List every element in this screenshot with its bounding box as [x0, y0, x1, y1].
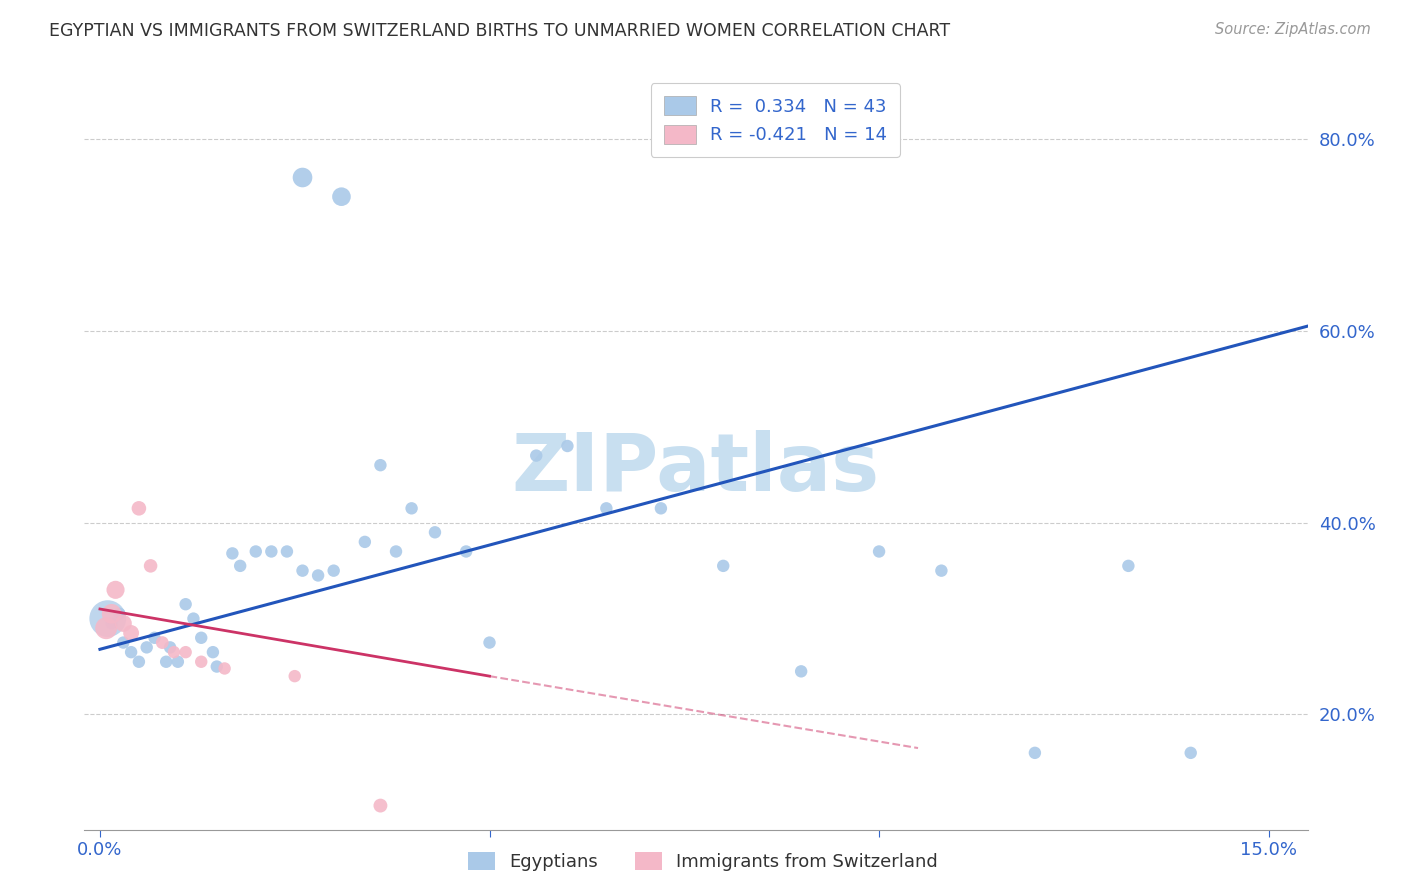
Point [595, 501, 617, 516]
Point [423, 525, 446, 540]
Point [229, 558, 252, 573]
Point [128, 501, 150, 516]
Point [931, 564, 953, 578]
Legend: R =  0.334   N = 43, R = -0.421   N = 14: R = 0.334 N = 43, R = -0.421 N = 14 [651, 83, 900, 157]
Point [790, 665, 813, 679]
Point [478, 635, 501, 649]
Text: EGYPTIAN VS IMMIGRANTS FROM SWITZERLAND BIRTHS TO UNMARRIED WOMEN CORRELATION CH: EGYPTIAN VS IMMIGRANTS FROM SWITZERLAND … [49, 22, 950, 40]
Point [291, 170, 314, 185]
Point [201, 645, 224, 659]
Legend: Egyptians, Immigrants from Switzerland: Egyptians, Immigrants from Switzerland [461, 845, 945, 879]
Point [221, 546, 243, 560]
Point [370, 798, 392, 813]
Point [456, 544, 478, 558]
Point [330, 190, 353, 204]
Point [307, 568, 329, 582]
Point [868, 544, 890, 558]
Point [284, 669, 307, 683]
Text: Source: ZipAtlas.com: Source: ZipAtlas.com [1215, 22, 1371, 37]
Point [1024, 746, 1046, 760]
Point [650, 501, 672, 516]
Point [135, 640, 157, 655]
Point [159, 640, 181, 655]
Point [291, 564, 314, 578]
Point [163, 645, 186, 659]
Point [143, 631, 166, 645]
Point [190, 631, 212, 645]
Point [174, 597, 197, 611]
Point [104, 582, 127, 597]
Point [322, 564, 344, 578]
Text: ZIPatlas: ZIPatlas [512, 430, 880, 508]
Point [370, 458, 392, 473]
Point [166, 655, 188, 669]
Point [150, 635, 173, 649]
Point [353, 534, 375, 549]
Point [120, 645, 142, 659]
Point [711, 558, 734, 573]
Point [190, 655, 212, 669]
Point [100, 616, 122, 631]
Point [214, 661, 236, 675]
Point [128, 655, 150, 669]
Point [108, 607, 131, 621]
Point [524, 449, 547, 463]
Point [245, 544, 267, 558]
Point [100, 607, 122, 621]
Point [260, 544, 283, 558]
Point [96, 621, 118, 635]
Point [385, 544, 408, 558]
Point [112, 616, 135, 631]
Point [97, 612, 120, 626]
Point [112, 635, 135, 649]
Point [155, 655, 177, 669]
Point [120, 626, 142, 640]
Point [174, 645, 197, 659]
Point [276, 544, 298, 558]
Point [1180, 746, 1202, 760]
Point [557, 439, 579, 453]
Point [205, 659, 228, 673]
Point [1118, 558, 1140, 573]
Point [139, 558, 162, 573]
Point [401, 501, 423, 516]
Point [183, 612, 205, 626]
